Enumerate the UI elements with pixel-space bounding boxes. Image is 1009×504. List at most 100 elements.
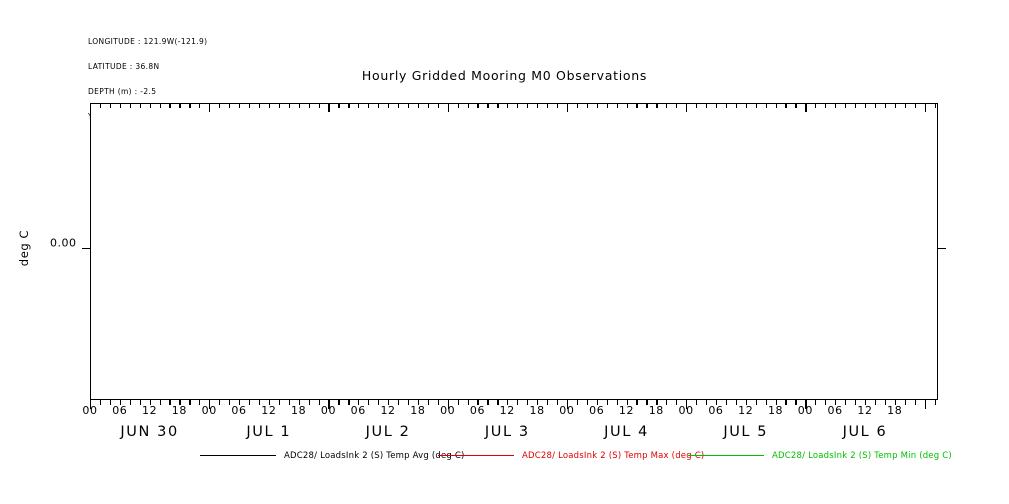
- axis-tick: [427, 103, 429, 108]
- axis-tick: [825, 103, 827, 108]
- axis-tick: [606, 400, 608, 405]
- axis-tick: [129, 400, 131, 405]
- axis-tick: [547, 400, 549, 405]
- axis-tick: [119, 400, 121, 405]
- x-axis-hour-label: 12: [618, 404, 635, 417]
- axis-tick: [576, 400, 579, 405]
- x-axis-hour-label: 12: [499, 404, 515, 417]
- axis-tick: [497, 103, 499, 108]
- axis-tick: [596, 400, 598, 405]
- axis-tick: [417, 400, 420, 405]
- axis-tick: [417, 103, 420, 108]
- axis-tick: [229, 103, 231, 108]
- axis-tick: [586, 400, 588, 405]
- axis-tick: [606, 103, 608, 108]
- metadata-longitude: LONGITUDE : 121.9W(-121.9): [88, 36, 208, 46]
- x-axis-hour-label: 18: [291, 404, 307, 417]
- axis-tick: [497, 400, 499, 405]
- axis-tick: [656, 103, 658, 108]
- axis-tick: [149, 103, 151, 108]
- axis-tick: [596, 103, 598, 108]
- axis-tick: [358, 103, 360, 108]
- axis-tick: [576, 103, 579, 108]
- x-axis-hour-label: 00: [201, 404, 217, 417]
- axis-tick: [507, 400, 509, 405]
- axis-tick: [666, 400, 668, 405]
- axis-tick: [258, 103, 261, 108]
- axis-tick: [805, 400, 807, 409]
- axis-tick: [845, 400, 847, 405]
- axis-tick: [706, 103, 708, 108]
- axis-tick: [229, 400, 231, 405]
- axis-tick: [825, 400, 827, 405]
- axis-tick: [616, 103, 618, 108]
- axis-tick: [477, 103, 479, 108]
- axis-tick: [517, 103, 519, 108]
- axis-tick: [715, 400, 718, 405]
- axis-tick: [616, 400, 618, 405]
- x-axis-hour-label: 00: [82, 404, 98, 417]
- x-axis-hour-label: 06: [350, 404, 366, 417]
- y-axis-tick-left: [82, 248, 90, 250]
- axis-tick: [90, 103, 92, 112]
- axis-tick: [556, 103, 559, 108]
- legend-line-swatch: [438, 454, 514, 457]
- axis-tick: [427, 400, 429, 405]
- axis-tick: [914, 103, 916, 108]
- axis-tick: [447, 400, 449, 409]
- axis-tick: [90, 400, 92, 409]
- metadata-depth: DEPTH (m) : -2.5: [88, 87, 157, 97]
- axis-tick: [308, 400, 310, 405]
- axis-tick: [139, 400, 141, 405]
- axis-tick: [219, 103, 221, 108]
- x-axis-hour-label: 00: [559, 404, 575, 417]
- axis-tick: [864, 103, 867, 108]
- axis-tick: [129, 103, 131, 108]
- axis-tick: [725, 103, 728, 108]
- axis-tick: [676, 400, 678, 405]
- x-axis-hour-label: 12: [142, 404, 158, 417]
- axis-tick: [874, 400, 877, 405]
- axis-tick: [785, 400, 787, 405]
- x-axis-hour-label: 00: [320, 404, 337, 417]
- x-axis-hour-label: 06: [231, 404, 247, 417]
- axis-tick: [288, 103, 290, 108]
- plot-frame: [90, 103, 938, 400]
- axis-tick: [288, 400, 290, 405]
- axis-tick: [537, 103, 539, 108]
- chart-title: Hourly Gridded Mooring M0 Observations: [361, 68, 648, 83]
- x-axis-hour-label: 18: [887, 404, 903, 417]
- axis-tick: [537, 400, 539, 405]
- axis-tick: [248, 103, 251, 108]
- axis-tick: [189, 103, 191, 108]
- axis-tick: [209, 103, 211, 112]
- axis-tick: [278, 400, 280, 405]
- axis-tick: [775, 400, 777, 405]
- axis-tick: [378, 400, 380, 405]
- axis-tick: [656, 400, 658, 405]
- x-axis-hour-label: 00: [440, 404, 456, 417]
- axis-tick: [268, 103, 271, 108]
- axis-tick: [527, 103, 529, 108]
- axis-tick: [527, 400, 529, 405]
- legend-item-label: ADC28/ LoadsInk 2 (S) Temp Avg (deg C): [284, 451, 465, 461]
- axis-tick: [636, 103, 638, 108]
- axis-tick: [904, 103, 906, 108]
- x-axis-day-labels: JUN 30 JUL 1 JUL 2 JUL 3 JUL 4 JUL 5 JUL 6: [90, 424, 938, 444]
- axis-tick: [556, 400, 559, 405]
- x-axis-hour-label: 06: [708, 404, 724, 417]
- axis-tick: [874, 103, 877, 108]
- axis-tick: [467, 103, 469, 108]
- axis-tick: [924, 103, 926, 112]
- x-axis-day-label: JUL 5: [723, 424, 769, 440]
- x-axis-hour-label: 18: [410, 404, 426, 417]
- axis-tick: [318, 103, 320, 108]
- axis-tick: [815, 103, 817, 108]
- axis-tick: [149, 400, 151, 405]
- chart-legend: ADC28/ LoadsInk 2 (S) Temp Avg (deg C) AD…: [0, 448, 1009, 464]
- axis-tick: [328, 103, 330, 112]
- axis-tick: [706, 400, 708, 405]
- x-axis-hour-label: 12: [261, 404, 277, 417]
- axis-tick: [835, 400, 837, 405]
- axis-tick: [437, 400, 439, 405]
